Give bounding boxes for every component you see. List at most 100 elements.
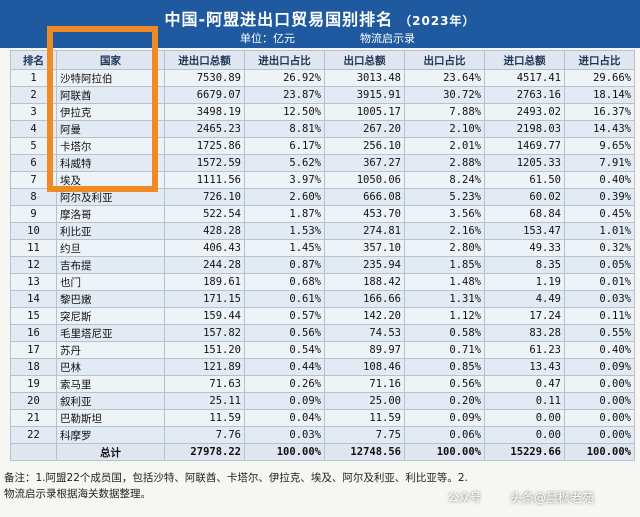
table-cell: 30.72%	[404, 86, 485, 104]
table-cell: 13	[10, 273, 57, 291]
table-cell: 166.66	[324, 290, 405, 308]
table-cell: 12.50%	[244, 103, 325, 121]
table-cell: 7.76	[164, 426, 245, 444]
table-cell: 伊拉克	[56, 103, 165, 121]
table-cell: 7.91%	[564, 154, 635, 172]
unit-label: 单位：亿元	[240, 32, 295, 45]
title-year: （2023年）	[399, 14, 476, 28]
table-cell: 0.85%	[404, 358, 485, 376]
table-cell: 0.45%	[564, 205, 635, 223]
table-cell: 453.70	[324, 205, 405, 223]
table-row: 18 巴林 121.89 0.44% 108.46 0.85% 13.43 0.09%	[10, 358, 635, 376]
table-row: 3 伊拉克 3498.19 12.50% 1005.17 7.88% 2493.02 16.3…	[10, 103, 635, 121]
table-cell: 61.50	[484, 171, 565, 189]
table-cell: 16.37%	[564, 103, 635, 121]
table-cell: 科威特	[56, 154, 165, 172]
table-cell: 406.43	[164, 239, 245, 257]
table-row: 4 阿曼 2465.23 8.81% 267.20 2.10% 2198.03 14.43%	[10, 120, 635, 138]
total-cell: 15229.66	[484, 443, 565, 461]
table-row: 21 巴勒斯坦 11.59 0.04% 11.59 0.09% 0.00 0.00%	[10, 409, 635, 427]
table-cell: 阿尔及利亚	[56, 188, 165, 206]
table-cell: 0.71%	[404, 341, 485, 359]
table-cell: 7530.89	[164, 69, 245, 87]
table-cell: 9	[10, 205, 57, 223]
table-cell: 0.05%	[564, 256, 635, 274]
table-cell: 2198.03	[484, 120, 565, 138]
table-cell: 0.40%	[564, 341, 635, 359]
table-cell: 1.85%	[404, 256, 485, 274]
table-cell: 阿曼	[56, 120, 165, 138]
table-row: 15 突尼斯 159.44 0.57% 142.20 1.12% 17.24 0.11%	[10, 307, 635, 325]
table-row: 17 苏丹 151.20 0.54% 89.97 0.71% 61.23 0.40%	[10, 341, 635, 359]
table-cell: 0.58%	[404, 324, 485, 342]
table-cell: 0.56%	[404, 375, 485, 393]
table-cell: 0.20%	[404, 392, 485, 410]
table-cell: 1111.56	[164, 171, 245, 189]
table-cell: 12	[10, 256, 57, 274]
table-cell: 74.53	[324, 324, 405, 342]
table-cell: 埃及	[56, 171, 165, 189]
table-row: 7 埃及 1111.56 3.97% 1050.06 8.24% 61.50 0.40%	[10, 171, 635, 189]
table-cell: 3.97%	[244, 171, 325, 189]
table-cell: 1572.59	[164, 154, 245, 172]
table-cell: 0.44%	[244, 358, 325, 376]
table-cell: 11.59	[164, 409, 245, 427]
table-cell: 0.61%	[244, 290, 325, 308]
table-cell: 3013.48	[324, 69, 405, 87]
footnote: 备注：1.阿盟22个成员国，包括沙特、阿联酋、卡塔尔、伊拉克、埃及、阿尔及利亚、…	[4, 470, 634, 502]
table-cell: 10	[10, 222, 57, 240]
table-cell: 0.00%	[564, 375, 635, 393]
table-cell: 26.92%	[244, 69, 325, 87]
table-cell: 8.24%	[404, 171, 485, 189]
table-cell: 1.53%	[244, 222, 325, 240]
table-cell: 71.16	[324, 375, 405, 393]
table-cell: 89.97	[324, 341, 405, 359]
table-row: 8 阿尔及利亚 726.10 2.60% 666.08 5.23% 60.02 0.39%	[10, 188, 635, 206]
table-cell: 274.81	[324, 222, 405, 240]
table-cell: 25.11	[164, 392, 245, 410]
table-cell: 5.23%	[404, 188, 485, 206]
table-cell: 0.03%	[244, 426, 325, 444]
table-cell: 沙特阿拉伯	[56, 69, 165, 87]
table-row: 10 利比亚 428.28 1.53% 274.81 2.16% 153.47 1.01%	[10, 222, 635, 240]
table-cell: 2.60%	[244, 188, 325, 206]
table-cell: 367.27	[324, 154, 405, 172]
table-cell: 叙利亚	[56, 392, 165, 410]
table-cell: 21	[10, 409, 57, 427]
column-header: 进口总额	[484, 50, 565, 70]
table-cell: 利比亚	[56, 222, 165, 240]
table-row: 5 卡塔尔 1725.86 6.17% 256.10 2.01% 1469.77 9.65%	[10, 137, 635, 155]
table-cell: 3498.19	[164, 103, 245, 121]
table-cell: 4	[10, 120, 57, 138]
total-cell: 总计	[56, 443, 165, 461]
table-cell: 黎巴嫩	[56, 290, 165, 308]
table-cell: 2493.02	[484, 103, 565, 121]
table-cell: 1.12%	[404, 307, 485, 325]
table-cell: 吉布提	[56, 256, 165, 274]
table-cell: 19	[10, 375, 57, 393]
table-cell: 3915.91	[324, 86, 405, 104]
table-cell: 83.28	[484, 324, 565, 342]
table-cell: 1	[10, 69, 57, 87]
table-cell: 摩洛哥	[56, 205, 165, 223]
table-cell: 0.01%	[564, 273, 635, 291]
table-cell: 7.75	[324, 426, 405, 444]
table-cell: 2465.23	[164, 120, 245, 138]
total-cell: 100.00%	[564, 443, 635, 461]
table-cell: 0.57%	[244, 307, 325, 325]
table-cell: 267.20	[324, 120, 405, 138]
table-cell: 256.10	[324, 137, 405, 155]
table-row: 11 约旦 406.43 1.45% 357.10 2.80% 49.33 0.32%	[10, 239, 635, 257]
table-cell: 17	[10, 341, 57, 359]
table-cell: 0.26%	[244, 375, 325, 393]
table-cell: 巴勒斯坦	[56, 409, 165, 427]
title-banner: 中国-阿盟进出口贸易国别排名 （2023年） 单位：亿元 物流启示录	[0, 0, 640, 48]
column-header: 进出口总额	[164, 50, 245, 70]
table-cell: 索马里	[56, 375, 165, 393]
table-cell: 159.44	[164, 307, 245, 325]
table-row: 13 也门 189.61 0.68% 188.42 1.48% 1.19 0.01%	[10, 273, 635, 291]
table-cell: 5.62%	[244, 154, 325, 172]
table-cell: 1.19	[484, 273, 565, 291]
table-cell: 约旦	[56, 239, 165, 257]
column-header: 进口占比	[564, 50, 635, 70]
